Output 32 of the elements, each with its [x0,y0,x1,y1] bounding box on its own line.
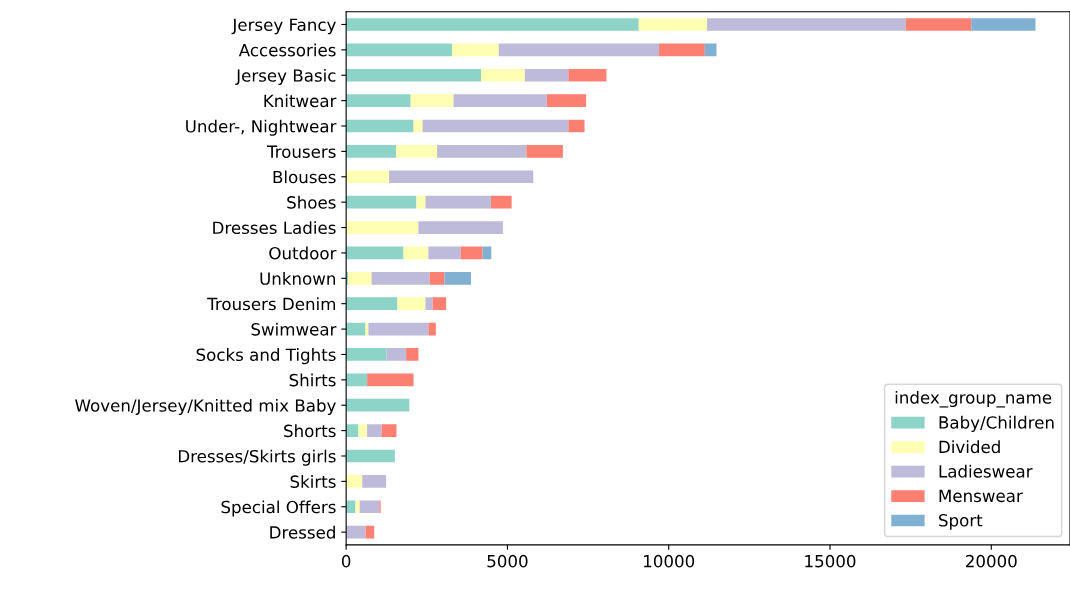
y-tick-label: Jersey Basic [235,68,336,86]
x-tick-label: 10000 [644,554,695,568]
y-tick-label: Dresses/Skirts girls [178,449,336,466]
y-tick-label: Blouses [273,170,336,184]
y-tick-label: Outdoor [269,246,337,260]
x-tick-label: 5000 [487,554,528,568]
y-tick-label: Shorts [284,424,336,438]
legend-label: Sport [939,513,983,530]
legend-label: Ladieswear [939,464,1033,478]
legend-label: Baby/Children [939,415,1054,432]
y-tick-label: Trousers [266,145,336,158]
y-tick-label: Swimwear [251,322,337,336]
y-tick-label: Under-, Nightwear [186,119,337,136]
y-tick-label: Special Offers [221,500,336,517]
y-tick-label: Skirts [290,475,336,488]
y-tick-label: Socks and Tights [196,348,336,365]
legend-label: Divided [939,440,1000,454]
y-tick-label: Jersey Fancy [231,18,336,35]
y-tick-label: Unknown [260,271,336,285]
y-tick-label: Woven/Jersey/Knitted mix Baby [75,398,336,416]
y-tick-label: Knitwear [264,94,337,108]
y-tick-label: Dressed [270,525,335,539]
y-tick-label: Accessories [238,43,336,57]
x-tick-label: 15000 [805,554,856,568]
x-tick-label: 20000 [966,554,1017,568]
y-tick-label: Dresses Ladies [213,221,336,235]
y-tick-label: Shirts [289,373,336,387]
y-tick-label: Shoes [287,195,336,209]
y-tick-label: Trousers Denim [207,297,336,311]
legend-title: index_group_name [895,390,1052,408]
legend-label: Menswear [939,489,1023,503]
x-tick-label: 0 [341,554,351,568]
